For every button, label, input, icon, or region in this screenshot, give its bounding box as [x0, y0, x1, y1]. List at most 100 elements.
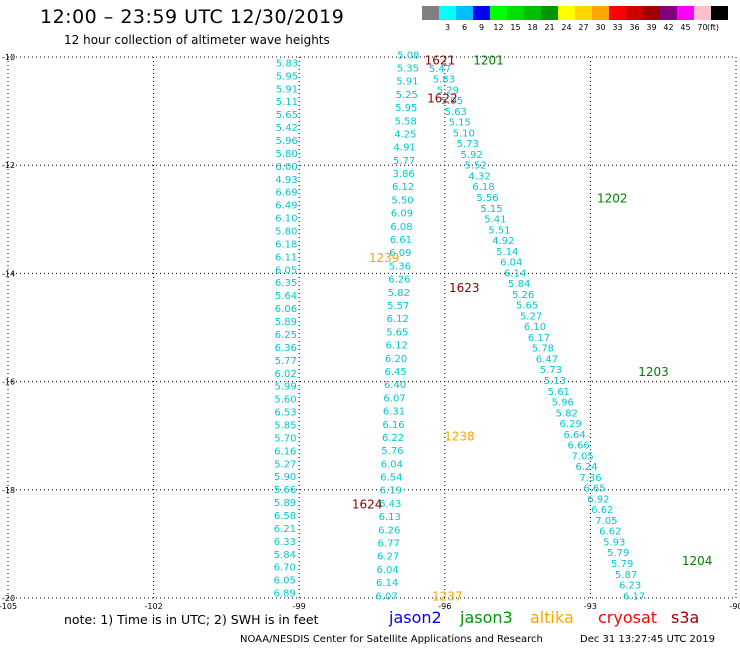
- lon-tick-label: -105: [0, 602, 17, 611]
- mission-legend-altika: altika: [530, 608, 574, 627]
- swh-value: 3.86: [392, 169, 414, 180]
- swh-value: 6.25: [275, 330, 297, 341]
- swh-value: 6.53: [274, 408, 296, 419]
- mission-legend-jason2: jason2: [389, 608, 442, 627]
- swh-value: 5.79: [611, 559, 633, 570]
- swh-value: 4.92: [492, 236, 514, 247]
- swh-value: 5.84: [508, 279, 530, 290]
- swh-value: 5.73: [540, 365, 562, 376]
- mission-legend-s3a: s3a: [671, 608, 700, 627]
- swh-value: 6.33: [274, 537, 296, 548]
- swh-value: 5.36: [389, 261, 411, 272]
- scale-swatch: [626, 6, 643, 20]
- scale-label: 12: [493, 23, 504, 32]
- scale-swatch: [541, 6, 558, 20]
- lat-tick-label: -16: [2, 378, 15, 387]
- pass-time-label: 1622: [427, 92, 458, 106]
- pass-time-label: 1202: [597, 192, 628, 206]
- swh-value: 6.05: [274, 576, 296, 587]
- swh-value: 6.06: [275, 304, 297, 315]
- lat-tick-label: -14: [2, 269, 15, 278]
- swh-value: 5.95: [395, 103, 417, 114]
- swh-value: 5.41: [484, 215, 506, 226]
- swh-value: 5.95: [276, 71, 298, 82]
- swh-value: 5.14: [496, 247, 518, 258]
- scale-swatch: [677, 6, 694, 20]
- scale-label: 30: [595, 23, 606, 32]
- swh-value: 4.25: [394, 129, 416, 140]
- swh-value: 5.15: [480, 204, 502, 215]
- scale-label: 24: [561, 23, 572, 32]
- swh-value: 5.11: [276, 97, 298, 108]
- swh-value: 5.60: [274, 395, 296, 406]
- pass-time-label: 1624: [352, 497, 383, 511]
- lat-tick-label: -20: [2, 594, 15, 603]
- swh-value: 5.80: [275, 227, 297, 238]
- swh-value: 6.89: [274, 589, 296, 600]
- swh-value: 6.19: [380, 486, 402, 497]
- swh-value: 6.11: [275, 252, 297, 263]
- swh-value: 7.05: [571, 451, 593, 462]
- scale-swatch: [660, 6, 677, 20]
- swh-value: 6.45: [384, 367, 406, 378]
- scale-swatch: [422, 6, 439, 20]
- scale-label: 33: [612, 23, 623, 32]
- swh-value: 6.69: [275, 188, 297, 199]
- mission-legend-jason3: jason3: [460, 608, 513, 627]
- swh-value: 5.70: [274, 433, 296, 444]
- swh-value: 5.77: [393, 156, 415, 167]
- swh-value: 6.12: [392, 182, 414, 193]
- swh-value: 6.07: [375, 591, 397, 602]
- scale-swatch: [711, 6, 728, 20]
- swh-value: 6.18: [472, 182, 494, 193]
- swh-value: 5.15: [449, 118, 471, 129]
- swh-value: 6.17: [623, 591, 645, 602]
- scale-swatch: [643, 6, 660, 20]
- swh-value: 5.65: [516, 301, 538, 312]
- swh-value: 5.57: [387, 301, 409, 312]
- swh-value: 5.92: [461, 150, 483, 161]
- scale-label: 9: [478, 23, 485, 32]
- swh-value: 6.24: [575, 462, 597, 473]
- swh-value: 6.18: [275, 239, 297, 250]
- swh-value: 5.96: [276, 136, 298, 147]
- swh-value: 7.36: [579, 473, 601, 484]
- swh-value: 6.77: [378, 539, 400, 550]
- lon-tick-label: -102: [145, 602, 163, 611]
- scale-label: 27: [578, 23, 589, 32]
- swh-value: 6.43: [379, 499, 401, 510]
- pass-time-label: 1201: [473, 54, 504, 68]
- scale-swatch: [575, 6, 592, 20]
- swh-value: 6.00: [275, 162, 297, 173]
- scale-label: 6: [461, 23, 468, 32]
- pass-time-label: 1204: [682, 554, 713, 568]
- swh-value: 6.62: [591, 505, 613, 516]
- swh-value: 6.26: [388, 275, 410, 286]
- scale-label: 15: [510, 23, 521, 32]
- scale-swatch: [558, 6, 575, 20]
- swh-value: 5.35: [397, 63, 419, 74]
- swh-value: 5.42: [276, 123, 298, 134]
- swh-value: 6.16: [274, 446, 296, 457]
- swh-value: 5.77: [275, 356, 297, 367]
- swh-value: 5.83: [433, 75, 455, 86]
- swh-value: 6.27: [377, 552, 399, 563]
- swh-value: 7.05: [595, 516, 617, 527]
- scale-label: 36: [629, 23, 640, 32]
- scale-swatch: [490, 6, 507, 20]
- page-title: 12:00 – 23:59 UTC 12/30/2019: [40, 6, 345, 28]
- lon-tick-label: -99: [293, 602, 306, 611]
- swh-value: 6.65: [583, 484, 605, 495]
- swh-value: 5.89: [275, 317, 297, 328]
- swh-value: 6.29: [560, 419, 582, 430]
- pass-time-label: 1203: [638, 365, 669, 379]
- swh-value: 5.91: [396, 77, 418, 88]
- swh-value: 6.58: [274, 511, 296, 522]
- scale-swatch: [473, 6, 490, 20]
- swh-value: 5.89: [274, 498, 296, 509]
- page-subtitle: 12 hour collection of altimeter wave hei…: [64, 33, 330, 47]
- lat-tick-label: -10: [2, 53, 15, 62]
- swh-value: 5.27: [274, 459, 296, 470]
- swh-value: 5.51: [488, 225, 510, 236]
